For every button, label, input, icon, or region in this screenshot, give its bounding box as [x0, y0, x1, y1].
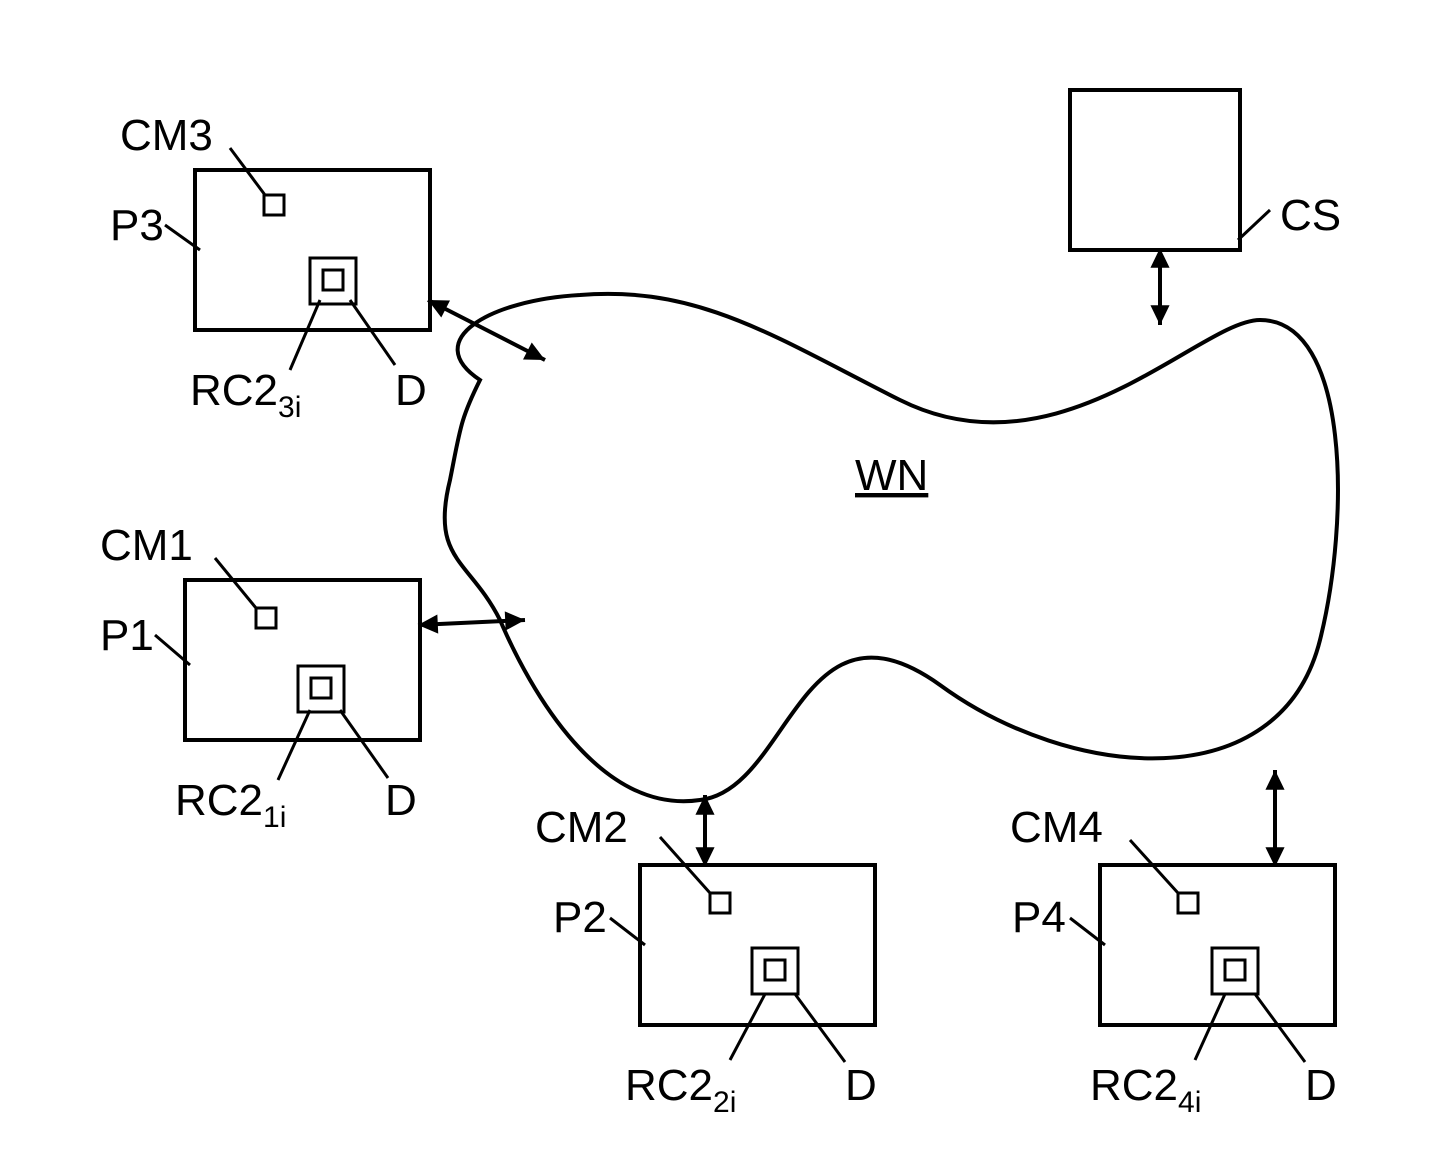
rc-inner-P1 — [311, 678, 331, 698]
d-label-P2: D — [845, 1061, 877, 1110]
d-label-P4: D — [1305, 1061, 1337, 1110]
arrow-head — [505, 611, 525, 630]
rc-inner-P3 — [323, 270, 343, 290]
peer-box-P3 — [195, 170, 430, 330]
cloud-network — [445, 294, 1338, 801]
cm-label-P4: CM4 — [1010, 803, 1103, 852]
rc-outer-P4 — [1212, 948, 1258, 994]
d-lead-P2 — [795, 994, 845, 1062]
d-label-P3: D — [395, 366, 427, 415]
d-lead-P3 — [350, 300, 395, 365]
peer-label-P4: P4 — [1012, 893, 1066, 942]
peer-label-P1: P1 — [100, 611, 154, 660]
rc-label-P1: RC21i — [175, 776, 286, 834]
peer-box-P1 — [185, 580, 420, 740]
rc-lead-P3 — [290, 300, 320, 370]
d-label-P1: D — [385, 776, 417, 825]
cm-label-P2: CM2 — [535, 803, 628, 852]
rc-outer-P2 — [752, 948, 798, 994]
rc-label-P3: RC23i — [190, 366, 301, 424]
server-box — [1070, 90, 1240, 250]
network-diagram: WN CS CM3 P3 RC23i D CM1 P1 RC21i D CM2 P2 RC22i D CM4… — [0, 0, 1453, 1160]
cm-square-P4 — [1178, 893, 1198, 913]
d-lead-P1 — [340, 710, 388, 778]
d-lead-P4 — [1255, 994, 1305, 1062]
peer-label-P3: P3 — [110, 201, 164, 250]
rc-lead-P1 — [278, 710, 310, 780]
cm-square-P2 — [710, 893, 730, 913]
arrow-head — [1150, 305, 1169, 325]
peer-box-P4 — [1100, 865, 1335, 1025]
cloud-label: WN — [855, 451, 928, 500]
arrow-head — [1265, 770, 1284, 790]
cm-square-P3 — [264, 195, 284, 215]
rc-outer-P1 — [298, 666, 344, 712]
rc-inner-P2 — [765, 960, 785, 980]
cm-lead-P1 — [215, 558, 256, 608]
cm-square-P1 — [256, 608, 276, 628]
rc-label-P2: RC22i — [625, 1061, 736, 1119]
rc-outer-P3 — [310, 258, 356, 304]
server-lead — [1238, 210, 1270, 240]
peer-box-P2 — [640, 865, 875, 1025]
rc-inner-P4 — [1225, 960, 1245, 980]
cm-label-P1: CM1 — [100, 521, 193, 570]
rc-label-P4: RC24i — [1090, 1061, 1201, 1119]
peer-label-P2: P2 — [553, 893, 607, 942]
server-label: CS — [1280, 191, 1341, 240]
cm-label-P3: CM3 — [120, 111, 213, 160]
